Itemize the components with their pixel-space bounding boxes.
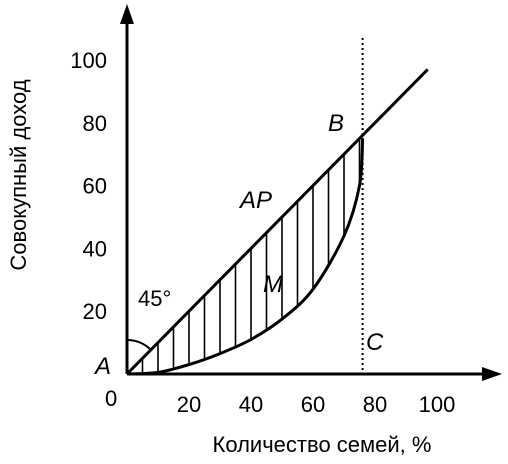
lorenz-curve-m: [126, 138, 365, 376]
y-tick-40: 40: [83, 236, 107, 261]
series-label-ap: AP: [238, 187, 272, 214]
point-label-c: C: [366, 329, 384, 356]
point-label-b: B: [328, 110, 344, 137]
angle-label: 45°: [138, 286, 171, 311]
x-tick-labels: 20 40 60 80 100: [177, 392, 456, 417]
y-tick-80: 80: [83, 111, 107, 136]
y-axis-arrow: [120, 4, 134, 24]
x-tick-80: 80: [363, 392, 387, 417]
angle-arc: [126, 339, 152, 351]
series-label-m: M: [263, 271, 283, 298]
x-tick-100: 100: [419, 392, 456, 417]
origin-label: 0: [105, 386, 117, 411]
x-tick-60: 60: [301, 392, 325, 417]
x-axis-arrow: [482, 367, 502, 381]
y-tick-100: 100: [70, 48, 107, 73]
point-label-a: A: [93, 353, 111, 380]
x-tick-20: 20: [177, 392, 201, 417]
x-tick-40: 40: [239, 392, 263, 417]
y-tick-20: 20: [83, 299, 107, 324]
equality-line-ap: [125, 68, 429, 376]
y-axis-title: Совокупный доход: [6, 79, 31, 270]
x-axis-title: Количество семей, %: [213, 432, 432, 457]
y-tick-60: 60: [83, 174, 107, 199]
y-tick-labels: 20 40 60 80 100: [70, 48, 107, 324]
